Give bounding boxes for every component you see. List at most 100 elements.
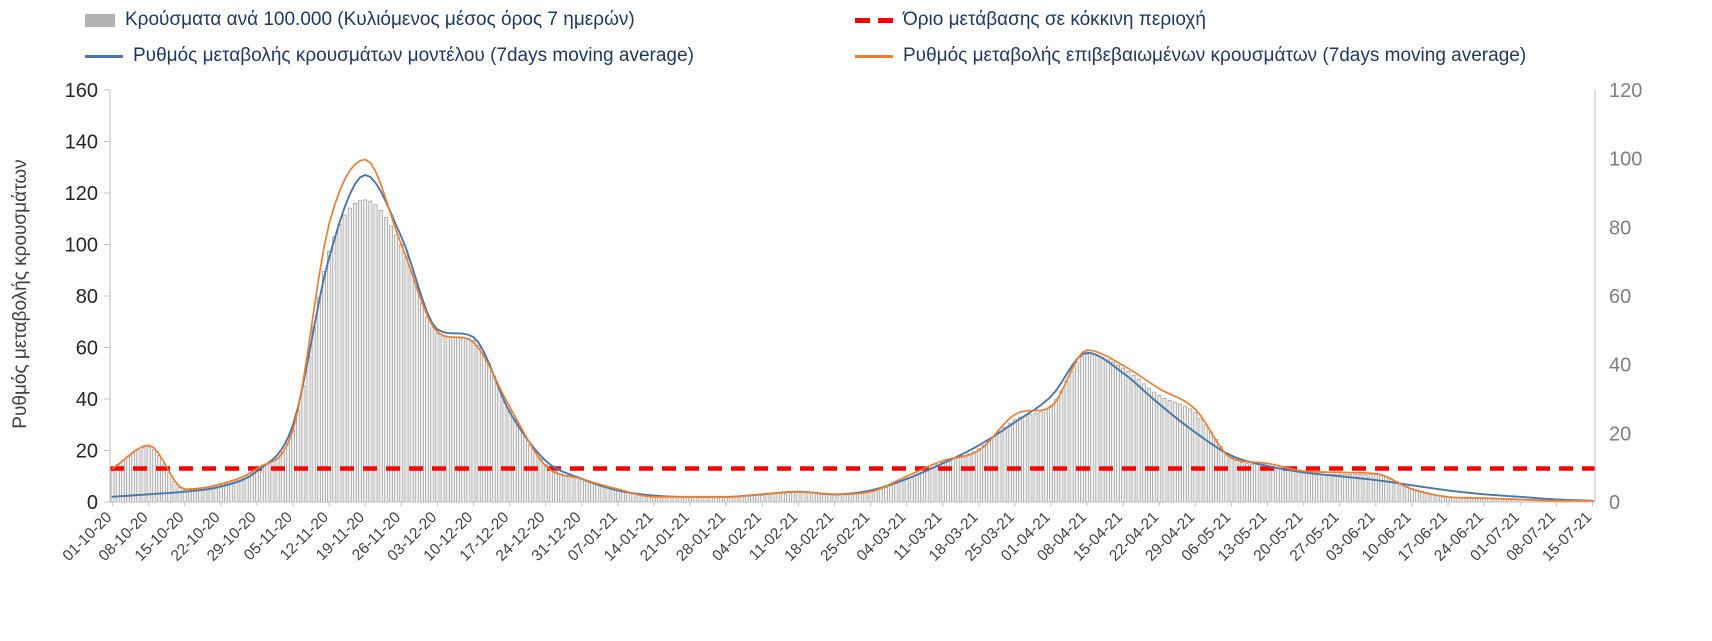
bar-daily-cases [1095,355,1100,503]
bar-daily-cases [1471,497,1476,503]
bar-daily-cases [1281,468,1285,503]
model-swatch [85,54,123,58]
bar-daily-cases [755,495,760,503]
bar-daily-cases [909,477,914,503]
right-tick-label: 120 [1609,80,1642,102]
bar-daily-cases [982,444,986,503]
bar-daily-cases [744,495,749,503]
bar-daily-cases [899,481,904,503]
legend-label-red-threshold: Όριο μετάβασης σε κόκκινη περιοχή [903,9,1206,30]
bar-daily-cases [1317,473,1322,503]
bar-daily-cases [1110,362,1115,503]
bar-daily-cases [569,476,574,503]
bar-daily-cases [265,463,270,503]
bar-daily-cases [399,244,404,503]
bar-daily-cases [1394,480,1399,503]
bar-daily-cases [1069,370,1074,503]
bar-daily-cases [1270,466,1275,503]
bar-daily-cases [801,491,806,503]
bar-daily-cases [920,472,925,503]
right-tick-label: 0 [1609,492,1620,514]
bar-daily-cases [249,472,254,503]
bar-daily-cases [904,479,909,503]
right-tick-label: 60 [1609,286,1631,308]
bar-daily-cases [1018,416,1023,503]
bar-daily-cases [1116,364,1120,503]
bar-daily-cases [358,200,363,503]
bar-daily-cases [167,472,172,503]
bar-daily-cases [925,469,930,503]
bar-daily-cases [347,207,352,503]
bar-daily-cases [1090,354,1095,503]
bar-daily-cases [579,479,584,503]
bar-daily-cases [1147,387,1151,503]
bar-daily-cases [1306,473,1311,503]
confirmed-line [111,158,1594,502]
bar-daily-cases [873,490,878,503]
left-tick-label: 20 [76,441,98,463]
bar-daily-cases [311,325,316,503]
bar-daily-cases [543,463,548,503]
bar-daily-cases [342,214,347,503]
left-tick-label: 60 [76,338,98,360]
bar-daily-cases [507,408,512,503]
bar-daily-cases [951,458,956,503]
bar-daily-cases [1002,426,1007,503]
bar-daily-cases [641,495,646,503]
bar-daily-cases [1059,390,1064,503]
bar-daily-cases [1373,474,1378,503]
bar-daily-cases [404,255,409,503]
bar-daily-cases [1038,411,1043,503]
bar-daily-cases [822,494,827,503]
bar-daily-cases [528,443,533,503]
bar-daily-cases [817,493,821,503]
bar-daily-cases [1265,465,1270,503]
bar-daily-cases [631,493,636,503]
bar-daily-cases [1348,474,1353,503]
bar-daily-cases [1023,415,1028,503]
bar-daily-cases [1312,473,1316,503]
bar-daily-cases [811,492,816,503]
left-tick-label: 140 [65,132,98,154]
bar-daily-cases [548,468,553,503]
bar-daily-cases [827,494,832,503]
bar-daily-cases [1461,497,1466,503]
bar-daily-cases [1203,424,1208,503]
bar-daily-cases [770,493,775,503]
bar-daily-cases [1100,357,1105,503]
bar-daily-cases [260,465,265,503]
bars-swatch [85,13,115,27]
bar-daily-cases [1188,408,1193,503]
bar-daily-cases [440,335,445,503]
bar-daily-cases [1105,359,1110,503]
bar-daily-cases [894,483,899,503]
bar-daily-cases [285,442,290,503]
bar-daily-cases [847,494,852,503]
bar-daily-cases [1043,409,1048,503]
bar-daily-cases [590,482,595,503]
bar-daily-cases [512,417,517,503]
bar-daily-cases [858,493,863,503]
bar-daily-cases [1136,379,1141,503]
bar-daily-cases [564,475,569,503]
bar-daily-cases [884,487,888,503]
bar-daily-cases [497,387,502,503]
left-tick-label: 0 [87,492,98,514]
bar-daily-cases [868,491,873,503]
bar-daily-cases [435,333,440,503]
bar-daily-cases [1399,483,1404,503]
bar-daily-cases [296,410,301,503]
bar-daily-cases [559,473,564,503]
bar-daily-cases [1054,399,1059,503]
bar-daily-cases [306,356,311,503]
right-tick-label: 20 [1609,423,1631,445]
bar-daily-cases [1131,374,1136,503]
bar-daily-cases [1219,446,1224,503]
bar-daily-cases [976,448,981,503]
bar-daily-cases [796,491,801,503]
bar-daily-cases [1157,395,1162,503]
bar-daily-cases [1286,469,1291,503]
bar-daily-cases [837,494,842,503]
bar-daily-cases [378,210,383,503]
